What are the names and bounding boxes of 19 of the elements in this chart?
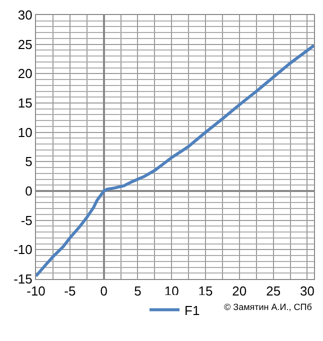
- y-tick-label: 0: [25, 184, 32, 199]
- y-tick-label: -5: [20, 212, 32, 228]
- x-tick-label: 20: [232, 284, 247, 299]
- line-series: [36, 44, 314, 278]
- y-tick-label: 15: [18, 96, 32, 111]
- y-tick-label: -10: [14, 242, 32, 258]
- y-tick-label: 30: [18, 8, 32, 23]
- y-tick-label: 20: [18, 66, 32, 82]
- y-tick-label: 25: [18, 36, 32, 52]
- legend-label: F1: [184, 302, 200, 318]
- x-tick-label: 30: [300, 284, 314, 299]
- y-tick-label: 5: [25, 154, 32, 170]
- y-tick-label: -15: [14, 272, 32, 287]
- x-tick-label: -5: [64, 284, 76, 299]
- x-tick-label: 5: [134, 284, 142, 299]
- x-tick-label: 25: [266, 284, 281, 299]
- y-tick-label: 10: [18, 124, 32, 140]
- x-tick-label: 0: [100, 284, 108, 299]
- text: © Замятин А.И., СПб: [224, 302, 312, 312]
